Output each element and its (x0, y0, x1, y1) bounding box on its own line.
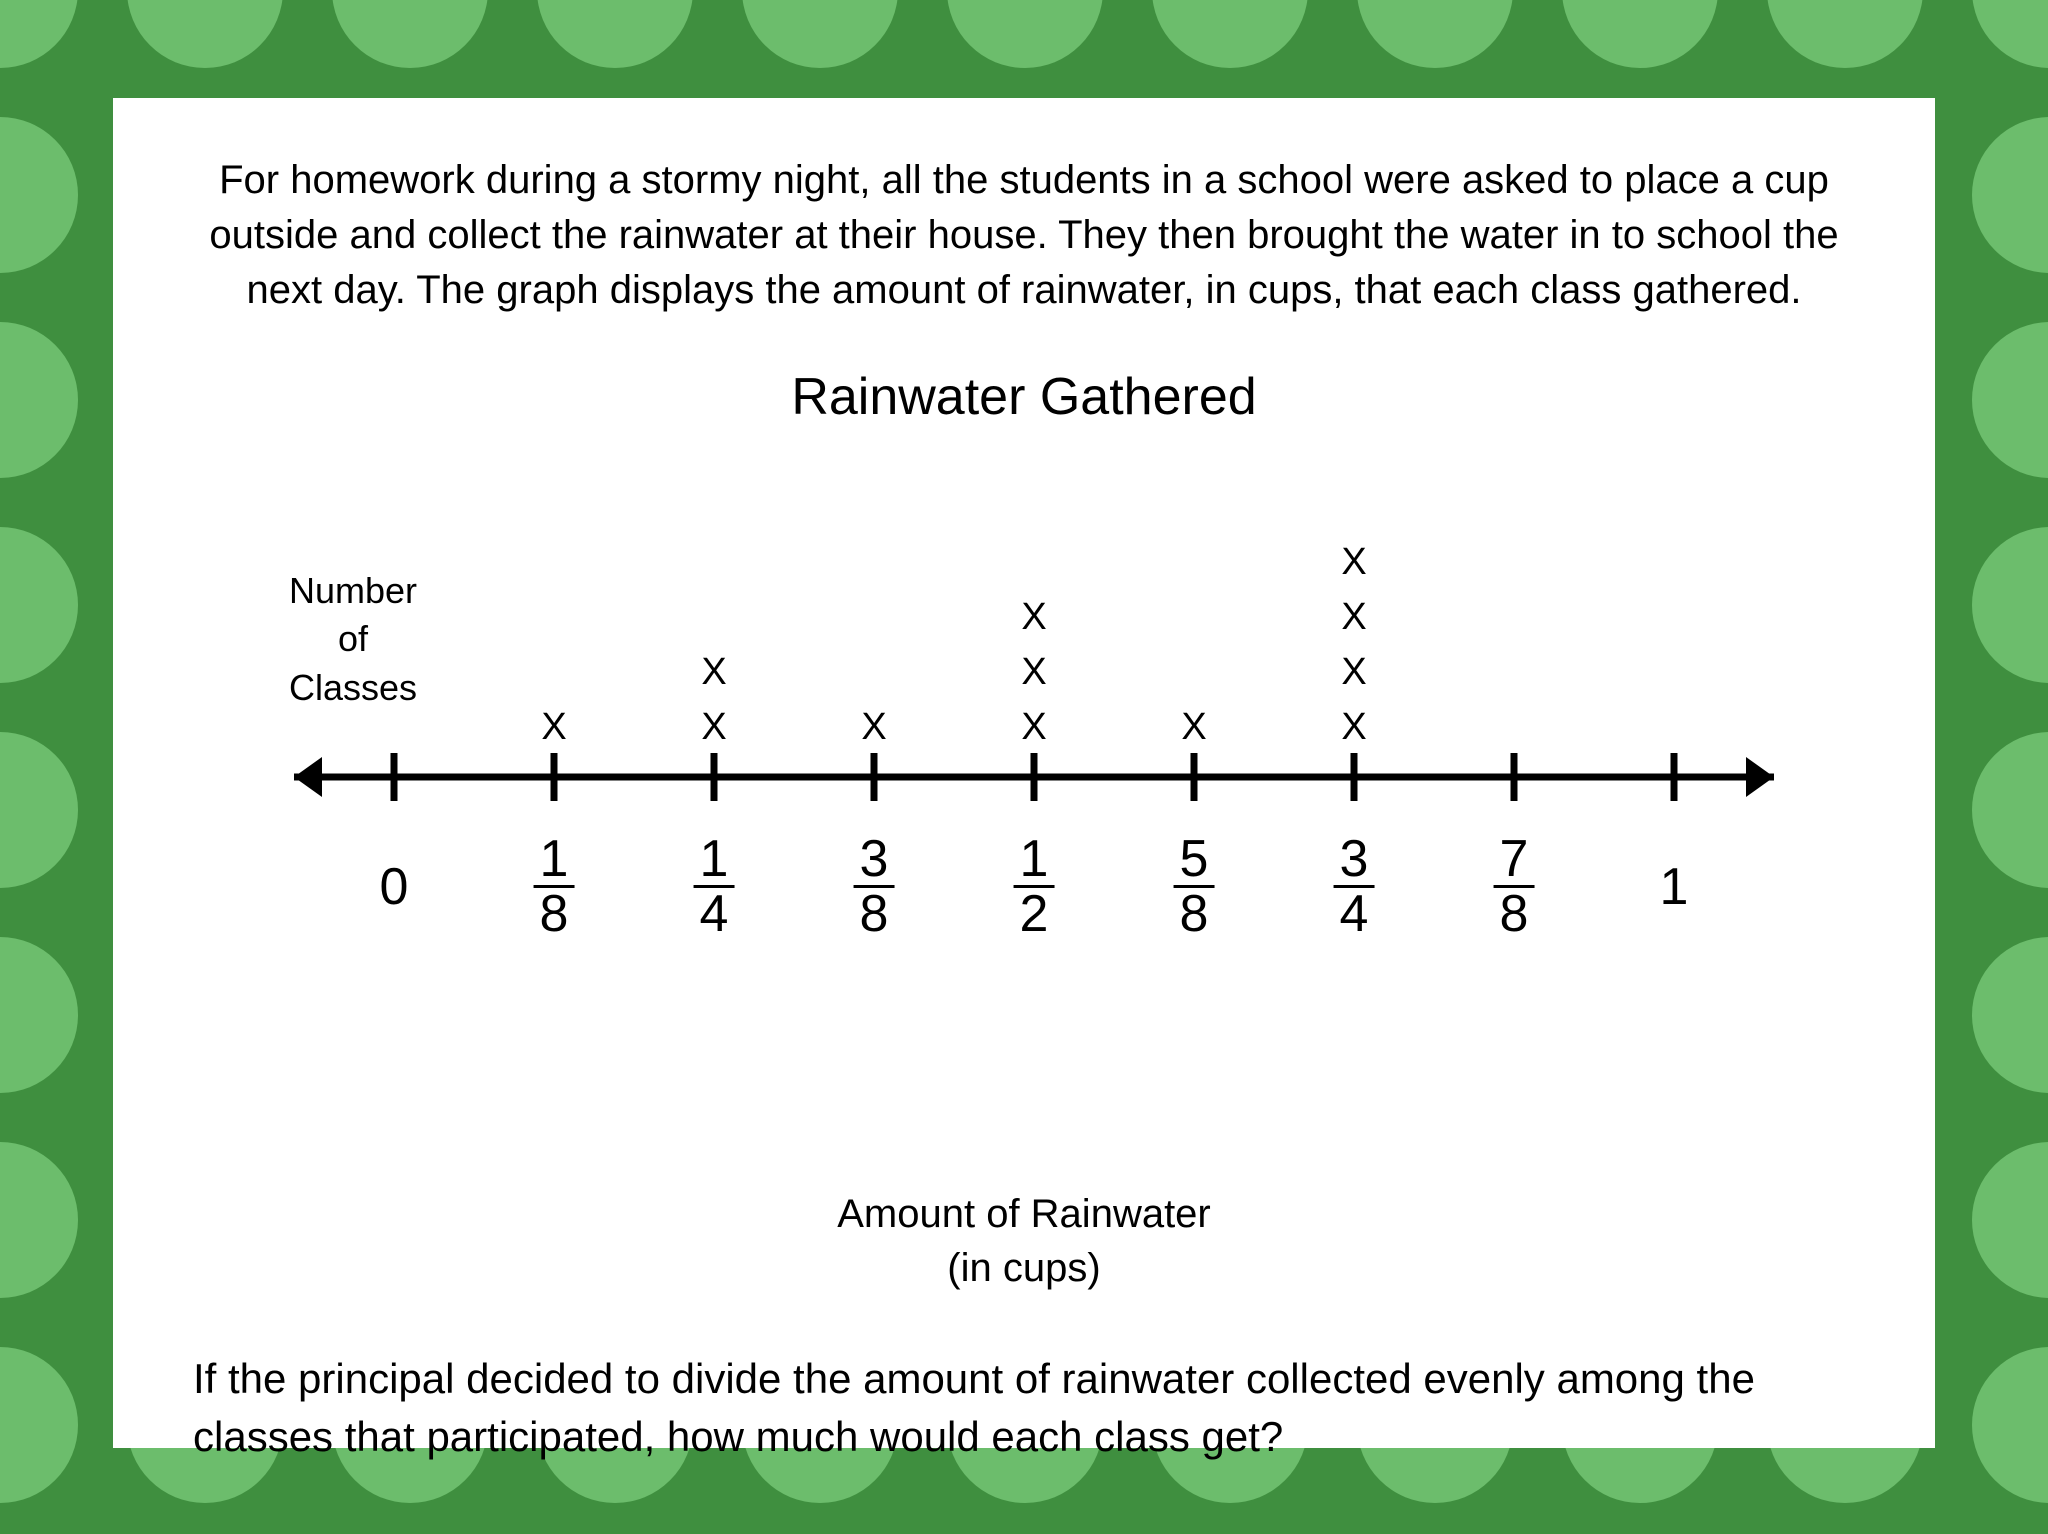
background-dot (0, 1142, 78, 1298)
fraction: 14 (694, 833, 735, 940)
background-dot (1972, 0, 2048, 68)
background-dot (1562, 0, 1718, 68)
background-dot (1972, 1142, 2048, 1298)
fraction-numerator: 1 (1014, 833, 1055, 888)
svg-text:X: X (861, 706, 886, 748)
x-axis-label-line2: (in cups) (947, 1246, 1100, 1290)
fraction: 58 (1174, 833, 1215, 940)
fraction-denominator: 4 (694, 888, 735, 940)
y-axis-label-line1: Number (289, 570, 417, 611)
chart-title: Rainwater Gathered (173, 367, 1875, 427)
background-dot (1972, 117, 2048, 273)
background-dot (0, 0, 78, 68)
x-axis-label: Amount of Rainwater (in cups) (173, 1187, 1875, 1295)
svg-text:X: X (1341, 651, 1366, 693)
background-dot (0, 322, 78, 478)
svg-text:X: X (1021, 706, 1046, 748)
fraction-denominator: 8 (854, 888, 895, 940)
y-axis-label-line3: Classes (289, 667, 417, 708)
background-dot (1972, 732, 2048, 888)
background-dot (742, 0, 898, 68)
x-axis-label-line1: Amount of Rainwater (837, 1192, 1211, 1236)
fraction: 78 (1494, 833, 1535, 940)
background-dot (537, 0, 693, 68)
content-card: For homework during a stormy night, all … (113, 98, 1935, 1448)
intro-paragraph: For homework during a stormy night, all … (194, 153, 1854, 319)
question-paragraph: If the principal decided to divide the a… (173, 1350, 1875, 1468)
fraction-numerator: 1 (694, 833, 735, 888)
fraction-denominator: 2 (1014, 888, 1055, 940)
fraction-numerator: 7 (1494, 833, 1535, 888)
fraction: 18 (534, 833, 575, 940)
tick-labels-row: 0181438125834781 (173, 827, 1875, 987)
svg-text:X: X (1341, 596, 1366, 638)
background-dot (1972, 322, 2048, 478)
tick-label: 1 (1660, 857, 1689, 917)
svg-text:X: X (1021, 596, 1046, 638)
svg-text:X: X (541, 706, 566, 748)
tick-label: 78 (1494, 833, 1535, 944)
background-dot (0, 1347, 78, 1503)
tick-label: 18 (534, 833, 575, 944)
fraction-numerator: 1 (534, 833, 575, 888)
background-dot (1767, 0, 1923, 68)
tick-label: 34 (1334, 833, 1375, 944)
fraction: 38 (854, 833, 895, 940)
tick-label: 0 (380, 857, 409, 917)
background-dot (1972, 1347, 2048, 1503)
svg-text:X: X (701, 651, 726, 693)
background-dot (0, 732, 78, 888)
background-dot (1972, 527, 2048, 683)
fraction-denominator: 8 (534, 888, 575, 940)
svg-text:X: X (701, 706, 726, 748)
tick-label: 14 (694, 833, 735, 944)
fraction: 34 (1334, 833, 1375, 940)
background-dot (0, 527, 78, 683)
svg-text:X: X (1341, 706, 1366, 748)
background-dot (1152, 0, 1308, 68)
background-dot (127, 0, 283, 68)
fraction-numerator: 5 (1174, 833, 1215, 888)
background-dot (332, 0, 488, 68)
svg-text:X: X (1021, 651, 1046, 693)
fraction-numerator: 3 (1334, 833, 1375, 888)
background-dot (1972, 937, 2048, 1093)
line-plot: Number of Classes XXXXXXXXXXXX 018143812… (173, 467, 1875, 987)
tick-label: 58 (1174, 833, 1215, 944)
svg-text:X: X (1181, 706, 1206, 748)
fraction: 12 (1014, 833, 1055, 940)
fraction-denominator: 4 (1334, 888, 1375, 940)
fraction-denominator: 8 (1174, 888, 1215, 940)
background-dot (947, 0, 1103, 68)
fraction-denominator: 8 (1494, 888, 1535, 940)
background-dot (1357, 0, 1513, 68)
slide-frame: For homework during a stormy night, all … (0, 0, 2048, 1534)
fraction-numerator: 3 (854, 833, 895, 888)
svg-text:X: X (1341, 541, 1366, 583)
background-dot (0, 937, 78, 1093)
y-axis-label-line2: of (338, 618, 368, 659)
tick-label: 38 (854, 833, 895, 944)
y-axis-label: Number of Classes (253, 567, 453, 713)
background-dot (0, 117, 78, 273)
tick-label: 12 (1014, 833, 1055, 944)
